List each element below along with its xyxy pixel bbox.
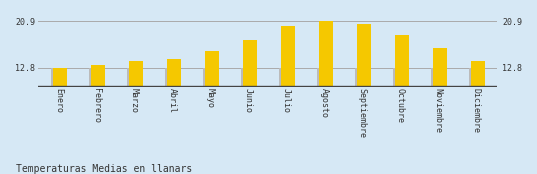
- Bar: [433, 48, 447, 87]
- Text: 20.0: 20.0: [285, 68, 291, 86]
- Bar: [241, 68, 252, 87]
- Text: 14.0: 14.0: [133, 68, 139, 86]
- Text: Temperaturas Medias en llanars: Temperaturas Medias en llanars: [16, 164, 192, 174]
- Text: 18.5: 18.5: [399, 68, 405, 86]
- Bar: [469, 68, 480, 87]
- Bar: [395, 35, 409, 87]
- Text: 20.5: 20.5: [361, 68, 367, 86]
- Bar: [279, 68, 290, 87]
- Bar: [281, 26, 295, 87]
- Bar: [470, 61, 485, 87]
- Bar: [431, 68, 442, 87]
- Text: 20.9: 20.9: [323, 68, 329, 86]
- Bar: [53, 68, 67, 87]
- Bar: [393, 68, 404, 87]
- Bar: [243, 40, 257, 87]
- Bar: [317, 68, 328, 87]
- Bar: [127, 68, 138, 87]
- Text: 12.8: 12.8: [57, 68, 63, 86]
- Bar: [355, 68, 366, 87]
- Bar: [318, 21, 333, 87]
- Text: 14.4: 14.4: [171, 68, 177, 86]
- Bar: [165, 68, 176, 87]
- Bar: [89, 68, 100, 87]
- Text: 13.2: 13.2: [95, 68, 101, 86]
- Bar: [52, 68, 62, 87]
- Bar: [357, 24, 371, 87]
- Text: 16.3: 16.3: [437, 68, 443, 86]
- Text: 14.0: 14.0: [475, 68, 481, 86]
- Text: 17.6: 17.6: [247, 68, 253, 86]
- Bar: [204, 68, 214, 87]
- Bar: [129, 61, 143, 87]
- Text: 15.7: 15.7: [209, 68, 215, 86]
- Bar: [167, 59, 182, 87]
- Bar: [91, 65, 105, 87]
- Bar: [205, 51, 219, 87]
